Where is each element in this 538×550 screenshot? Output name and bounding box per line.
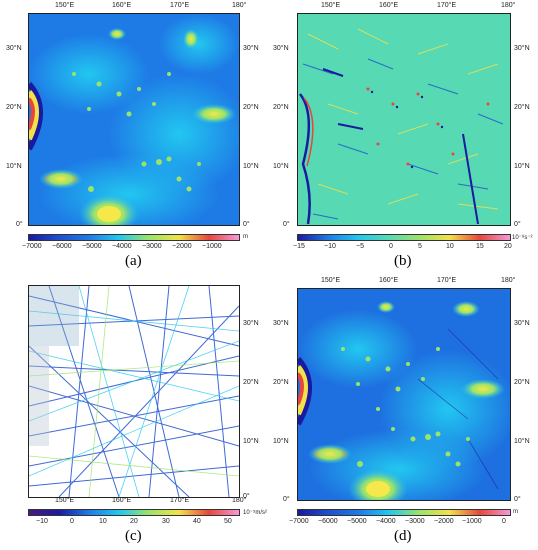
high-res-bathymetry-map bbox=[297, 288, 511, 501]
colorbar bbox=[297, 509, 511, 516]
colorbar-tick: 40 bbox=[193, 518, 201, 525]
colorbar-tick: −4000 bbox=[112, 243, 132, 250]
colorbar-tick: −3000 bbox=[142, 243, 162, 250]
panel-d: 150°E 160°E 170°E 180° 30°N 20°N 10°N 0°… bbox=[269, 275, 538, 550]
ytick-right: 10°N bbox=[243, 438, 259, 445]
colorbar bbox=[28, 234, 240, 241]
colorbar-tick: −4000 bbox=[376, 518, 396, 525]
ytick-right: 20°N bbox=[243, 104, 259, 111]
ytick-left: 10°N bbox=[273, 163, 289, 170]
colorbar-tick: −5000 bbox=[347, 518, 367, 525]
colorbar-tick: −5000 bbox=[82, 243, 102, 250]
colorbar-tick: −10 bbox=[36, 518, 48, 525]
colorbar-tick: −1000 bbox=[202, 243, 222, 250]
xtick-top: 180° bbox=[232, 2, 247, 9]
ytick-right: 20°N bbox=[243, 379, 259, 386]
panel-label: (c) bbox=[125, 528, 142, 544]
ytick-right: 0° bbox=[514, 496, 521, 503]
colorbar-tick: −3000 bbox=[405, 518, 425, 525]
ytick-right: 10°N bbox=[514, 163, 530, 170]
colorbar-tick: −1000 bbox=[462, 518, 482, 525]
ytick-left: 20°N bbox=[273, 104, 289, 111]
panel-b: 150°E 160°E 170°E 180° 30°N 20°N 10°N 0°… bbox=[269, 0, 538, 275]
panel-c: 150°E 160°E 170°E 180° 30°N 20°N 10°N 0° bbox=[0, 275, 269, 550]
panel-a: 150°E 160°E 170°E 180° 30°N 20°N 10°N 0°… bbox=[0, 0, 269, 275]
ytick-right: 20°N bbox=[514, 104, 530, 111]
colorbar-unit: m bbox=[243, 234, 248, 240]
xtick-bottom: 160°E bbox=[112, 497, 132, 504]
colorbar-tick: 10 bbox=[99, 518, 107, 525]
colorbar-unit: 10⁻⁵m/s² bbox=[243, 510, 267, 516]
colorbar-tick: 5 bbox=[418, 243, 422, 250]
ytick-right: 0° bbox=[243, 221, 250, 228]
colorbar-tick: 50 bbox=[224, 518, 232, 525]
ytick-left: 30°N bbox=[273, 320, 289, 327]
xtick-top: 180° bbox=[501, 2, 516, 9]
ytick-left: 0° bbox=[283, 221, 290, 228]
panel-label: (a) bbox=[125, 253, 142, 269]
ytick-left: 0° bbox=[283, 496, 290, 503]
colorbar-tick: −6000 bbox=[52, 243, 72, 250]
xtick-bottom: 150°E bbox=[55, 497, 75, 504]
colorbar-tick: −15 bbox=[293, 243, 305, 250]
xtick-top: 170°E bbox=[437, 277, 457, 284]
ship-track-map bbox=[28, 285, 240, 498]
ytick-right: 0° bbox=[243, 493, 250, 500]
panel-label: (b) bbox=[394, 253, 412, 269]
panel-label: (d) bbox=[394, 528, 412, 544]
ytick-right: 10°N bbox=[514, 438, 530, 445]
xtick-top: 150°E bbox=[321, 2, 341, 9]
colorbar-unit: m bbox=[513, 509, 518, 515]
colorbar-tick: −6000 bbox=[318, 518, 338, 525]
colorbar-tick: −7000 bbox=[22, 243, 42, 250]
ytick-left: 20°N bbox=[273, 379, 289, 386]
colorbar-tick: 20 bbox=[130, 518, 138, 525]
colorbar-tick: −2000 bbox=[434, 518, 454, 525]
ytick-left: 0° bbox=[16, 221, 23, 228]
xtick-top: 160°E bbox=[379, 2, 399, 9]
ytick-right: 30°N bbox=[243, 45, 259, 52]
colorbar-tick: 0 bbox=[502, 518, 506, 525]
ytick-left: 30°N bbox=[273, 45, 289, 52]
xtick-bottom: 170°E bbox=[170, 497, 190, 504]
xtick-top: 180° bbox=[501, 277, 516, 284]
gravity-gradient-map bbox=[297, 13, 511, 226]
colorbar-tick: −7000 bbox=[289, 518, 309, 525]
ytick-right: 0° bbox=[514, 221, 521, 228]
xtick-top: 150°E bbox=[321, 277, 341, 284]
ytick-right: 20°N bbox=[514, 379, 530, 386]
colorbar bbox=[28, 509, 240, 516]
ytick-left: 10°N bbox=[6, 163, 22, 170]
ytick-left: 20°N bbox=[6, 104, 22, 111]
xtick-top: 170°E bbox=[437, 2, 457, 9]
ytick-right: 30°N bbox=[514, 45, 530, 52]
colorbar-tick: −5 bbox=[356, 243, 364, 250]
bathymetry-map bbox=[28, 13, 240, 226]
colorbar-tick: −2000 bbox=[172, 243, 192, 250]
xtick-bottom: 180° bbox=[232, 497, 247, 504]
colorbar-tick: 0 bbox=[70, 518, 74, 525]
xtick-top: 160°E bbox=[379, 277, 399, 284]
ytick-right: 30°N bbox=[243, 320, 259, 327]
colorbar-tick: 15 bbox=[476, 243, 484, 250]
colorbar-tick: 10 bbox=[446, 243, 454, 250]
xtick-top: 160°E bbox=[112, 2, 132, 9]
colorbar bbox=[297, 234, 511, 241]
ytick-left: 10°N bbox=[273, 438, 289, 445]
colorbar-unit: 10⁻⁸s⁻² bbox=[512, 235, 533, 241]
xtick-top: 170°E bbox=[170, 2, 190, 9]
colorbar-tick: 0 bbox=[389, 243, 393, 250]
colorbar-tick: −10 bbox=[324, 243, 336, 250]
ytick-right: 10°N bbox=[243, 163, 259, 170]
colorbar-tick: 30 bbox=[162, 518, 170, 525]
xtick-top: 150°E bbox=[55, 2, 75, 9]
ytick-right: 30°N bbox=[514, 320, 530, 327]
colorbar-tick: 20 bbox=[504, 243, 512, 250]
ytick-left: 30°N bbox=[6, 45, 22, 52]
